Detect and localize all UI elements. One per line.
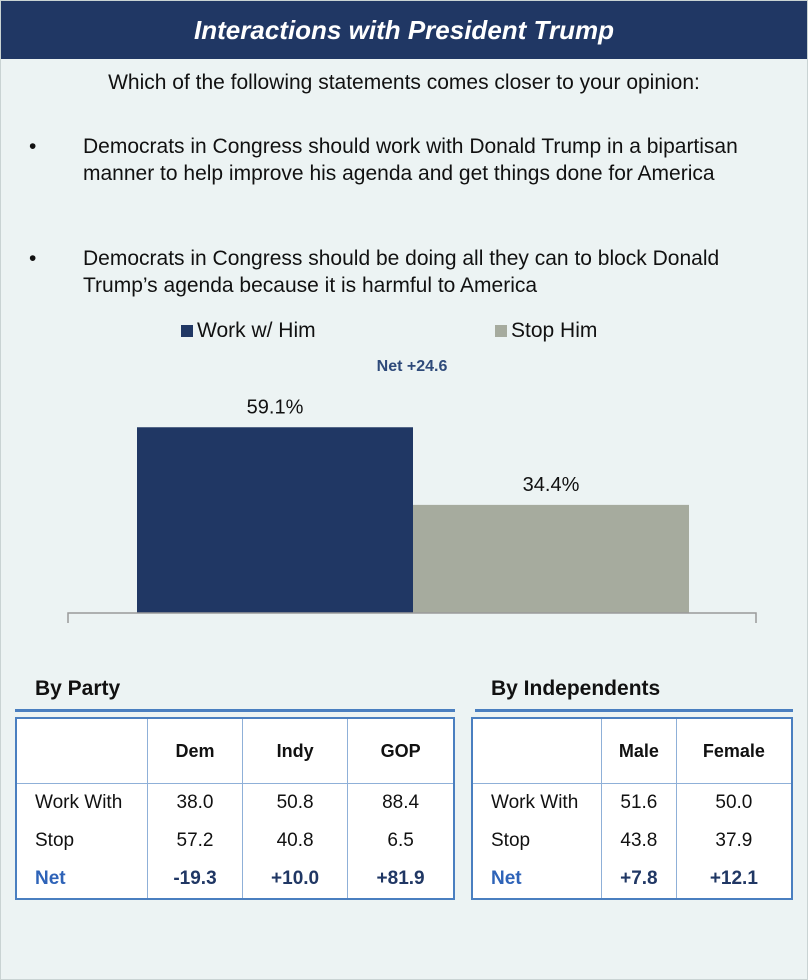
legend-swatch-work [181, 325, 193, 337]
table-cell: 38.0 [147, 783, 243, 822]
header-banner: Interactions with President Trump [1, 1, 807, 59]
row-label: Work With [472, 783, 602, 822]
legend-item-stop: Stop Him [495, 319, 597, 343]
independents-col-header: Male [601, 718, 677, 784]
row-label: Stop [16, 822, 148, 860]
independents-table-header: Male Female [472, 718, 792, 784]
table-cell: 37.9 [715, 830, 753, 851]
legend-swatch-stop [495, 325, 507, 337]
row-label: Net [16, 860, 148, 899]
data-label: 34.4% [523, 474, 580, 496]
table-cell: 43.8 [601, 822, 677, 860]
statement-item: • Democrats in Congress should work with… [29, 133, 769, 217]
table-cell: 51.6 [601, 783, 677, 822]
row-label: Work With [16, 783, 148, 822]
table-cell: 88.4 [347, 783, 454, 822]
bar-chart-svg: Net +24.6 59.1% 34.4% [67, 358, 757, 623]
statement-text: Democrats in Congress should work with D… [83, 135, 738, 185]
by-party-underline [15, 709, 455, 712]
by-independents-title: By Independents [491, 677, 661, 700]
table-row: Net -19.3 +10.0 +81.9 [16, 860, 454, 899]
statement-item: • Democrats in Congress should be doing … [29, 245, 769, 301]
x-axis-line [67, 612, 757, 623]
table-cell: 57.2 [147, 822, 243, 860]
table-cell: +10.0 [242, 860, 349, 899]
party-col-header: GOP [380, 740, 421, 761]
bar-work [137, 427, 413, 613]
independents-col-header [472, 718, 602, 784]
table-row: Work With 38.0 50.8 88.4 [16, 783, 454, 822]
table-cell: 40.8 [242, 822, 349, 860]
bullet-marker: • [29, 135, 37, 158]
page-title: Interactions with President Trump [194, 14, 614, 45]
party-col-header: Dem [147, 718, 243, 784]
statement-text: Democrats in Congress should be doing al… [83, 247, 720, 297]
row-label: Net [472, 860, 602, 899]
net-annotation: Net +24.6 [377, 358, 448, 375]
legend-label-work: Work w/ Him [197, 319, 316, 342]
independents-col-header: Female [702, 740, 765, 761]
party-col-header: Indy [242, 718, 349, 784]
table-cell: +12.1 [709, 868, 758, 889]
question-text: Which of the following statements comes … [108, 71, 700, 94]
party-table-header: Dem Indy GOP [16, 718, 454, 784]
bar-chart: Net +24.6 59.1% 34.4% [1, 351, 807, 631]
data-label: 59.1% [247, 396, 304, 418]
legend-label-stop: Stop Him [511, 319, 598, 342]
row-label: Stop [472, 822, 602, 860]
legend-item-work: Work w/ Him [181, 319, 316, 343]
bullet-marker: • [29, 247, 37, 270]
table-cell: 6.5 [387, 830, 414, 851]
independents-table: Male Female Work With 51.6 50.0 Stop 43.… [471, 717, 793, 900]
table-row: Stop 43.8 37.9 [472, 822, 792, 860]
table-cell: 50.8 [242, 783, 349, 822]
by-party-title: By Party [35, 677, 121, 700]
party-col-header [16, 718, 148, 784]
table-cell: -19.3 [147, 860, 243, 899]
table-cell: +7.8 [601, 860, 677, 899]
table-row: Net +7.8 +12.1 [472, 860, 792, 899]
bar-stop [413, 504, 689, 613]
table-cell: 50.0 [676, 783, 792, 822]
table-row: Work With 51.6 50.0 [472, 783, 792, 822]
party-table: Dem Indy GOP Work With 38.0 50.8 88.4 St… [15, 717, 455, 900]
chart-legend: Work w/ Him Stop Him [1, 319, 807, 349]
table-cell: +81.9 [376, 868, 425, 889]
by-independents-underline [475, 709, 793, 712]
table-row: Stop 57.2 40.8 6.5 [16, 822, 454, 860]
